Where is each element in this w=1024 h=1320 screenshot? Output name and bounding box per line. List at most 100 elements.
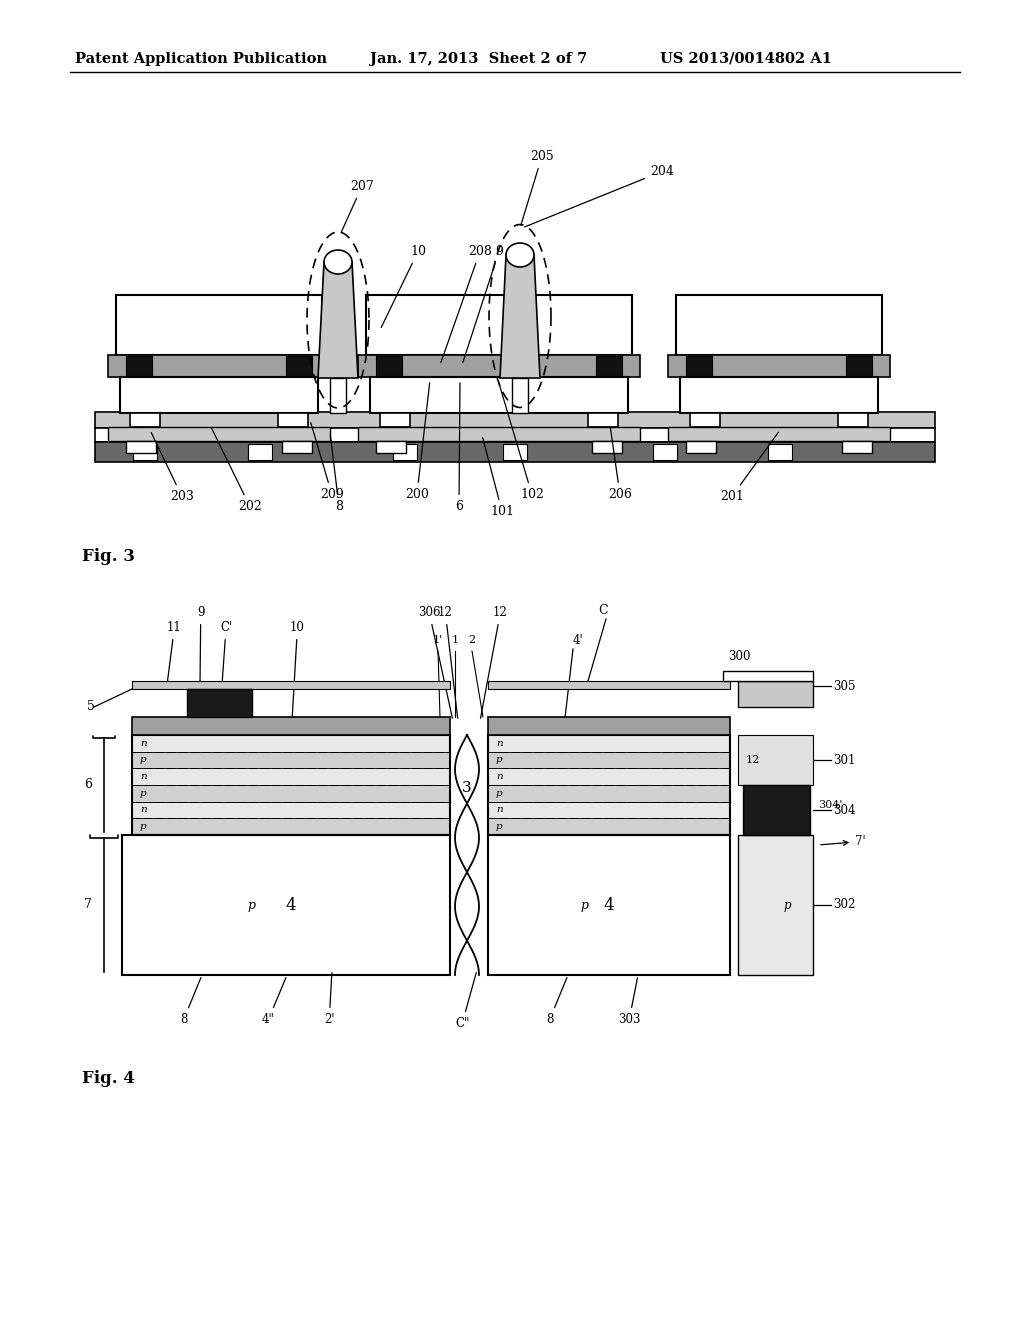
Bar — [108, 355, 330, 378]
Text: Fig. 4: Fig. 4 — [82, 1071, 135, 1086]
Text: 12: 12 — [746, 755, 760, 766]
Bar — [588, 413, 618, 426]
Bar — [488, 735, 730, 751]
Text: 305: 305 — [833, 680, 855, 693]
Bar — [132, 768, 450, 785]
Text: 304': 304' — [818, 800, 843, 810]
Text: n: n — [496, 772, 503, 781]
Bar — [108, 426, 330, 441]
Bar — [358, 355, 640, 378]
Text: Jan. 17, 2013  Sheet 2 of 7: Jan. 17, 2013 Sheet 2 of 7 — [370, 51, 587, 66]
Text: p: p — [580, 899, 588, 912]
Bar — [668, 426, 890, 441]
Text: p: p — [496, 789, 503, 797]
Bar — [366, 294, 632, 355]
Bar — [95, 428, 935, 442]
Text: 12: 12 — [438, 606, 458, 718]
Bar — [132, 717, 450, 735]
Text: 9: 9 — [463, 246, 503, 363]
Bar — [286, 356, 312, 376]
Text: n: n — [140, 805, 146, 814]
Bar — [488, 751, 730, 768]
Ellipse shape — [324, 249, 352, 275]
Bar — [132, 735, 450, 836]
Bar — [596, 356, 622, 376]
Bar — [120, 378, 318, 413]
Bar — [187, 689, 252, 717]
Text: 204: 204 — [524, 165, 674, 227]
Text: p: p — [140, 789, 146, 797]
Text: 3: 3 — [462, 781, 472, 796]
Text: 9: 9 — [197, 606, 205, 682]
Text: C": C" — [455, 973, 476, 1030]
Text: 301: 301 — [833, 754, 855, 767]
Bar — [488, 768, 730, 785]
Text: 201: 201 — [720, 432, 778, 503]
Text: n: n — [496, 805, 503, 814]
Bar — [743, 785, 810, 836]
Bar — [488, 818, 730, 836]
Bar — [723, 671, 813, 681]
Bar — [768, 444, 792, 459]
Bar — [686, 356, 712, 376]
Text: p: p — [783, 899, 791, 912]
Text: 203: 203 — [152, 433, 194, 503]
Text: 1: 1 — [452, 635, 459, 645]
Text: C': C' — [220, 620, 232, 682]
Bar — [488, 681, 730, 689]
Text: 207: 207 — [341, 180, 374, 232]
Bar — [278, 413, 308, 426]
Text: 208: 208 — [441, 246, 492, 363]
Bar — [512, 378, 528, 413]
Text: 205: 205 — [521, 150, 554, 226]
Text: n: n — [496, 739, 503, 748]
Text: p: p — [496, 755, 503, 764]
Bar — [488, 785, 730, 801]
Bar — [503, 444, 527, 459]
Text: 4': 4' — [573, 635, 584, 648]
Bar — [248, 444, 272, 459]
Text: 7': 7' — [821, 836, 865, 847]
Bar — [376, 356, 402, 376]
Text: 8: 8 — [546, 978, 567, 1026]
Bar — [380, 413, 410, 426]
Text: 8: 8 — [180, 978, 201, 1026]
Bar — [132, 818, 450, 836]
Text: 102: 102 — [499, 383, 544, 502]
Bar — [686, 441, 716, 453]
Text: 101: 101 — [482, 438, 514, 517]
Polygon shape — [318, 261, 358, 378]
Bar — [738, 681, 813, 708]
Bar — [122, 836, 450, 975]
Text: 202: 202 — [211, 428, 262, 513]
Bar — [690, 413, 720, 426]
Text: 11: 11 — [167, 620, 181, 682]
Text: 304: 304 — [833, 804, 855, 817]
Text: 206: 206 — [608, 428, 632, 502]
Bar — [653, 444, 677, 459]
Text: p: p — [496, 822, 503, 832]
Bar — [132, 681, 450, 689]
Text: 12: 12 — [480, 606, 508, 718]
Text: 2': 2' — [324, 973, 335, 1026]
Text: US 2013/0014802 A1: US 2013/0014802 A1 — [660, 51, 831, 66]
Bar — [126, 356, 152, 376]
Bar — [376, 441, 406, 453]
Text: 6: 6 — [455, 383, 463, 513]
Text: Patent Application Publication: Patent Application Publication — [75, 51, 327, 66]
Polygon shape — [500, 255, 540, 378]
Bar — [838, 413, 868, 426]
Text: 5: 5 — [87, 701, 95, 714]
Bar — [133, 444, 157, 459]
Bar — [488, 836, 730, 975]
Text: p: p — [140, 822, 146, 832]
Text: 2: 2 — [468, 635, 475, 645]
Text: 200: 200 — [406, 383, 430, 502]
Bar — [132, 735, 450, 751]
Bar — [132, 751, 450, 768]
Text: 303: 303 — [618, 978, 640, 1026]
Text: 4: 4 — [604, 896, 614, 913]
Text: p: p — [140, 755, 146, 764]
Text: 4: 4 — [286, 896, 296, 913]
Bar — [282, 441, 312, 453]
